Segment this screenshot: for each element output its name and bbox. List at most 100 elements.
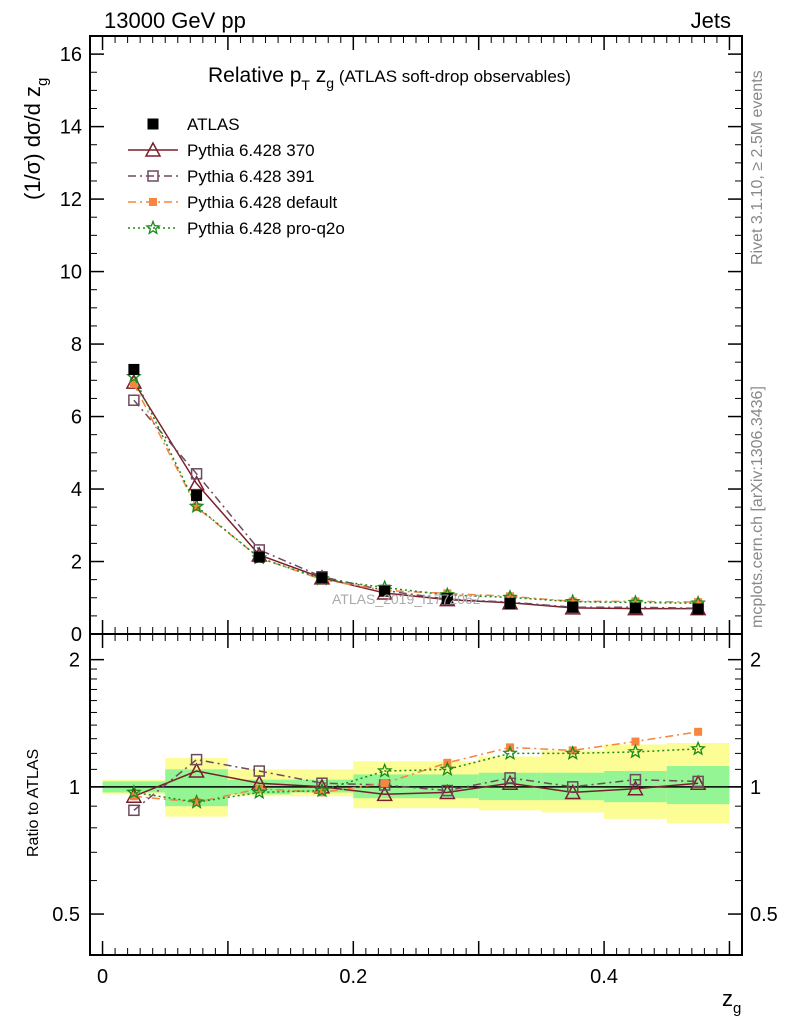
legend: ATLAS Pythia 6.428 370 Pythia 6.428 391 Pyt… (128, 115, 345, 238)
data-point (376, 762, 393, 778)
data-point (128, 804, 140, 817)
data-point (128, 363, 140, 375)
y-tick-label: 16 (60, 44, 82, 66)
y-tick-label: 14 (60, 117, 82, 139)
main-panel: 0 2 4 6 8 10 12 14 16 (60, 35, 743, 646)
data-point (188, 793, 205, 809)
series-line (133, 381, 699, 610)
data-point (129, 792, 138, 801)
data-point (316, 777, 328, 789)
legend-label: Pythia 6.428 391 (187, 167, 315, 186)
data-point (439, 783, 456, 800)
data-point (253, 765, 266, 777)
data-point (504, 598, 516, 610)
mcplots-label: mcplots.cern.ch [arXiv:1306.3436] (749, 386, 766, 628)
y-axis-label-main: (1/σ) dσ/d zg (20, 78, 51, 200)
y-tick-label: 0 (71, 624, 82, 646)
data-point (439, 761, 456, 777)
ratio-tick-label-right: 1 (750, 777, 761, 799)
ratio-tick-label-right: 0.5 (750, 904, 778, 926)
y-tick-label: 6 (71, 407, 82, 429)
data-point (692, 603, 704, 615)
data-point (692, 775, 704, 788)
data-point (251, 784, 268, 800)
x-axis-label-text: z (722, 986, 733, 1011)
data-point (631, 597, 640, 606)
series-line (133, 399, 699, 610)
data-point (188, 475, 205, 491)
title-var: z (310, 64, 326, 87)
data-point (191, 490, 203, 502)
legend-marker (149, 198, 157, 206)
data-point (627, 743, 644, 759)
data-point (690, 740, 707, 756)
data-point (125, 784, 142, 800)
data-point (190, 468, 203, 480)
data-point (502, 745, 518, 761)
ratio-series-line (133, 770, 699, 797)
data-point (314, 782, 330, 798)
data-point (694, 727, 703, 736)
legend-label: Pythia 6.428 default (187, 193, 338, 212)
data-point (128, 394, 140, 406)
legend-marker (145, 219, 161, 235)
y-axis-label-main-text: (1/σ) dσ/d z (20, 86, 45, 200)
y-axis-label-main-sub: g (34, 78, 51, 86)
header-left: 13000 GeV pp (104, 8, 246, 33)
ratio-tick-label: 0.5 (52, 904, 80, 926)
title-paren: (ATLAS soft-drop observables) (334, 67, 571, 86)
y-tick-label: 4 (71, 479, 82, 501)
data-point (192, 503, 201, 512)
data-point (564, 745, 581, 761)
data-point (689, 774, 707, 790)
data-point (566, 781, 579, 793)
data-point (441, 592, 453, 604)
legend-marker (147, 118, 159, 130)
watermark: ATLAS_2019_I1772062 (332, 591, 481, 607)
data-point (255, 784, 264, 793)
data-point (631, 737, 640, 746)
data-point (441, 784, 454, 797)
x-tick-label: 0 (97, 966, 108, 988)
data-point (316, 572, 328, 584)
ratio-series-line (133, 758, 699, 811)
legend-label: Pythia 6.428 370 (187, 141, 315, 160)
y-tick-label: 8 (71, 334, 82, 356)
x-axis-label-sub: g (733, 1000, 741, 1017)
y-axis-label-ratio: Ratio to ATLAS (25, 749, 42, 857)
data-point (317, 788, 326, 797)
data-point (192, 798, 201, 807)
data-point (190, 753, 203, 766)
title-sub: T (301, 77, 310, 93)
data-point (568, 597, 577, 606)
ratio-panel: 0 0.2 0.4 0.5 0.5 1 1 2 2 (52, 633, 778, 988)
data-point (504, 772, 516, 784)
ratio-series-line (133, 748, 699, 803)
ratio-tick-label-right: 2 (750, 650, 761, 672)
rivet-version-label: Rivet 3.1.10, ≥ 2.5M events (749, 70, 766, 265)
data-point (129, 379, 138, 388)
ratio-tick-label: 2 (69, 650, 80, 672)
data-point (379, 585, 391, 597)
y-tick-label: 2 (71, 552, 82, 574)
title-main: Relative p (208, 64, 301, 87)
x-tick-label: 0.2 (339, 966, 367, 988)
legend-label: Pythia 6.428 pro-q2o (187, 219, 345, 238)
legend-label: ATLAS (187, 115, 240, 134)
series-line (133, 376, 699, 604)
ratio-series-line (133, 731, 699, 803)
x-axis-label: zg (722, 986, 741, 1017)
ratio-tick-label: 1 (69, 777, 80, 799)
data-point (629, 602, 641, 614)
y-tick-label: 10 (60, 262, 82, 284)
data-point (188, 762, 205, 778)
data-point (629, 773, 642, 786)
y-tick-label: 12 (60, 189, 82, 211)
legend-marker (144, 141, 162, 157)
data-point (376, 785, 393, 802)
plot-title: Relative pT zg (ATLAS soft-drop observab… (208, 64, 571, 93)
data-point (188, 498, 205, 514)
data-point (567, 601, 579, 613)
title-varsub: g (326, 75, 334, 91)
